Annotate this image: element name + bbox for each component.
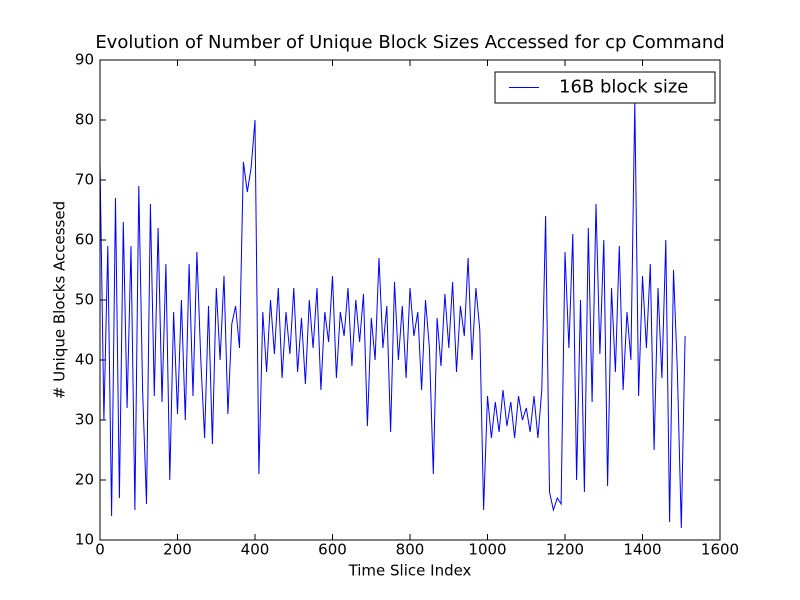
y-tick-label: 90: [75, 51, 94, 69]
x-tick-label: 1600: [701, 541, 739, 559]
y-tick-label: 30: [75, 411, 94, 429]
x-tick-label: 1200: [546, 541, 584, 559]
legend-label: 16B block size: [559, 77, 688, 98]
x-tick-label: 1400: [623, 541, 661, 559]
x-tick-label: 600: [318, 541, 347, 559]
y-tick-label: 50: [75, 291, 94, 309]
y-tick-label: 60: [75, 231, 94, 249]
x-tick-label: 200: [163, 541, 192, 559]
chart-title: Evolution of Number of Unique Block Size…: [95, 32, 724, 53]
x-axis-label: Time Slice Index: [348, 562, 472, 580]
x-tick-label: 800: [396, 541, 425, 559]
y-tick-label: 80: [75, 111, 94, 129]
x-tick-label: 400: [241, 541, 270, 559]
x-tick-label: 1000: [468, 541, 506, 559]
y-tick-label: 40: [75, 351, 94, 369]
y-tick-label: 70: [75, 171, 94, 189]
y-tick-label: 10: [75, 531, 94, 549]
plot-frame: [99, 59, 721, 541]
y-axis-label: # Unique Blocks Accessed: [51, 201, 69, 399]
y-tick-label: 20: [75, 471, 94, 489]
x-tick-label: 0: [95, 541, 105, 559]
data-line: [100, 101, 686, 529]
